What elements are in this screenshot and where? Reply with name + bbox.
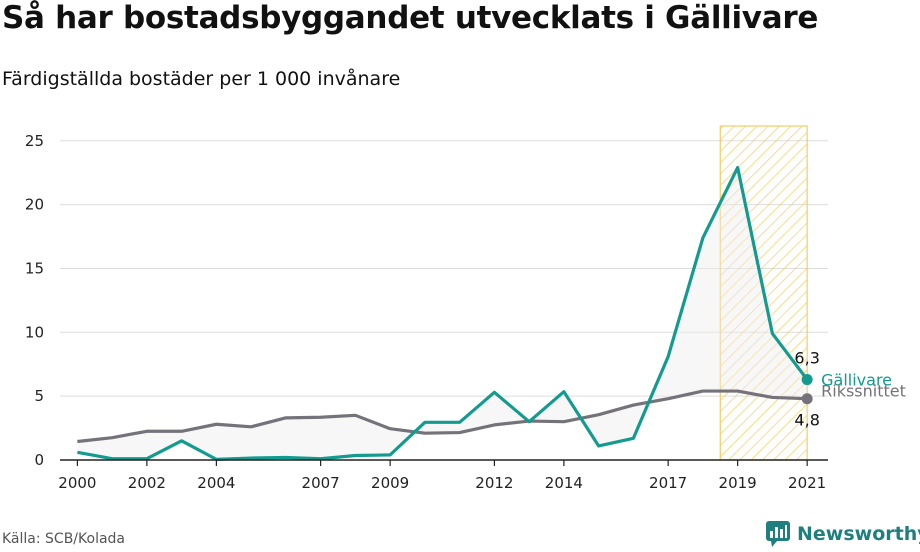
x-tick-label: 2009 bbox=[371, 474, 409, 492]
series-label-gallivare: Gällivare bbox=[821, 371, 892, 390]
series-label-rikssnittet: Rikssnittet bbox=[821, 382, 906, 401]
y-tick-labels: 0 5 10 15 20 25 bbox=[25, 132, 44, 469]
x-tick-label: 2000 bbox=[58, 474, 96, 492]
y-tick-label: 0 bbox=[34, 451, 44, 469]
y-tick-label: 10 bbox=[25, 323, 44, 341]
axes bbox=[60, 459, 828, 466]
newsworthy-logo-icon bbox=[766, 521, 790, 547]
chart-title: Så har bostadsbyggandet utvecklats i Gäl… bbox=[2, 0, 819, 36]
x-tick-label: 2002 bbox=[128, 474, 166, 492]
grid-lines bbox=[60, 140, 828, 397]
end-value-rikssnittet: 4,8 bbox=[794, 411, 819, 430]
x-tick-label: 2007 bbox=[302, 474, 340, 492]
series-line-rikssnittet bbox=[77, 389, 808, 444]
source-note: Källa: SCB/Kolada bbox=[2, 531, 126, 547]
x-tick-label: 2004 bbox=[197, 474, 235, 492]
newsworthy-logo: Newsworthy bbox=[765, 520, 920, 548]
y-tick-label: 20 bbox=[25, 196, 44, 214]
newsworthy-logo-text: Newsworthy bbox=[797, 523, 920, 545]
series-line-gallivare bbox=[77, 165, 809, 461]
x-tick-label: 2014 bbox=[545, 474, 583, 492]
x-tick-label: 2012 bbox=[475, 474, 513, 492]
x-tick-labels: 2000 2002 2004 2007 2009 2012 2014 2017 2019 2021 bbox=[58, 474, 826, 492]
end-value-gallivare: 6,3 bbox=[794, 349, 819, 368]
difference-area bbox=[77, 167, 808, 460]
x-tick-label: 2019 bbox=[719, 474, 757, 492]
chart-subtitle: Färdigställda bostäder per 1 000 invånar… bbox=[2, 68, 401, 90]
difference-fill bbox=[77, 167, 808, 460]
series-lines bbox=[77, 165, 809, 461]
y-tick-label: 25 bbox=[25, 132, 44, 150]
x-tick-label: 2021 bbox=[788, 474, 826, 492]
y-tick-label: 5 bbox=[34, 387, 44, 405]
x-tick-label: 2017 bbox=[649, 474, 687, 492]
end-point-gallivare bbox=[801, 374, 813, 386]
y-tick-label: 15 bbox=[25, 259, 44, 277]
end-point-rikssnittet bbox=[801, 393, 813, 405]
